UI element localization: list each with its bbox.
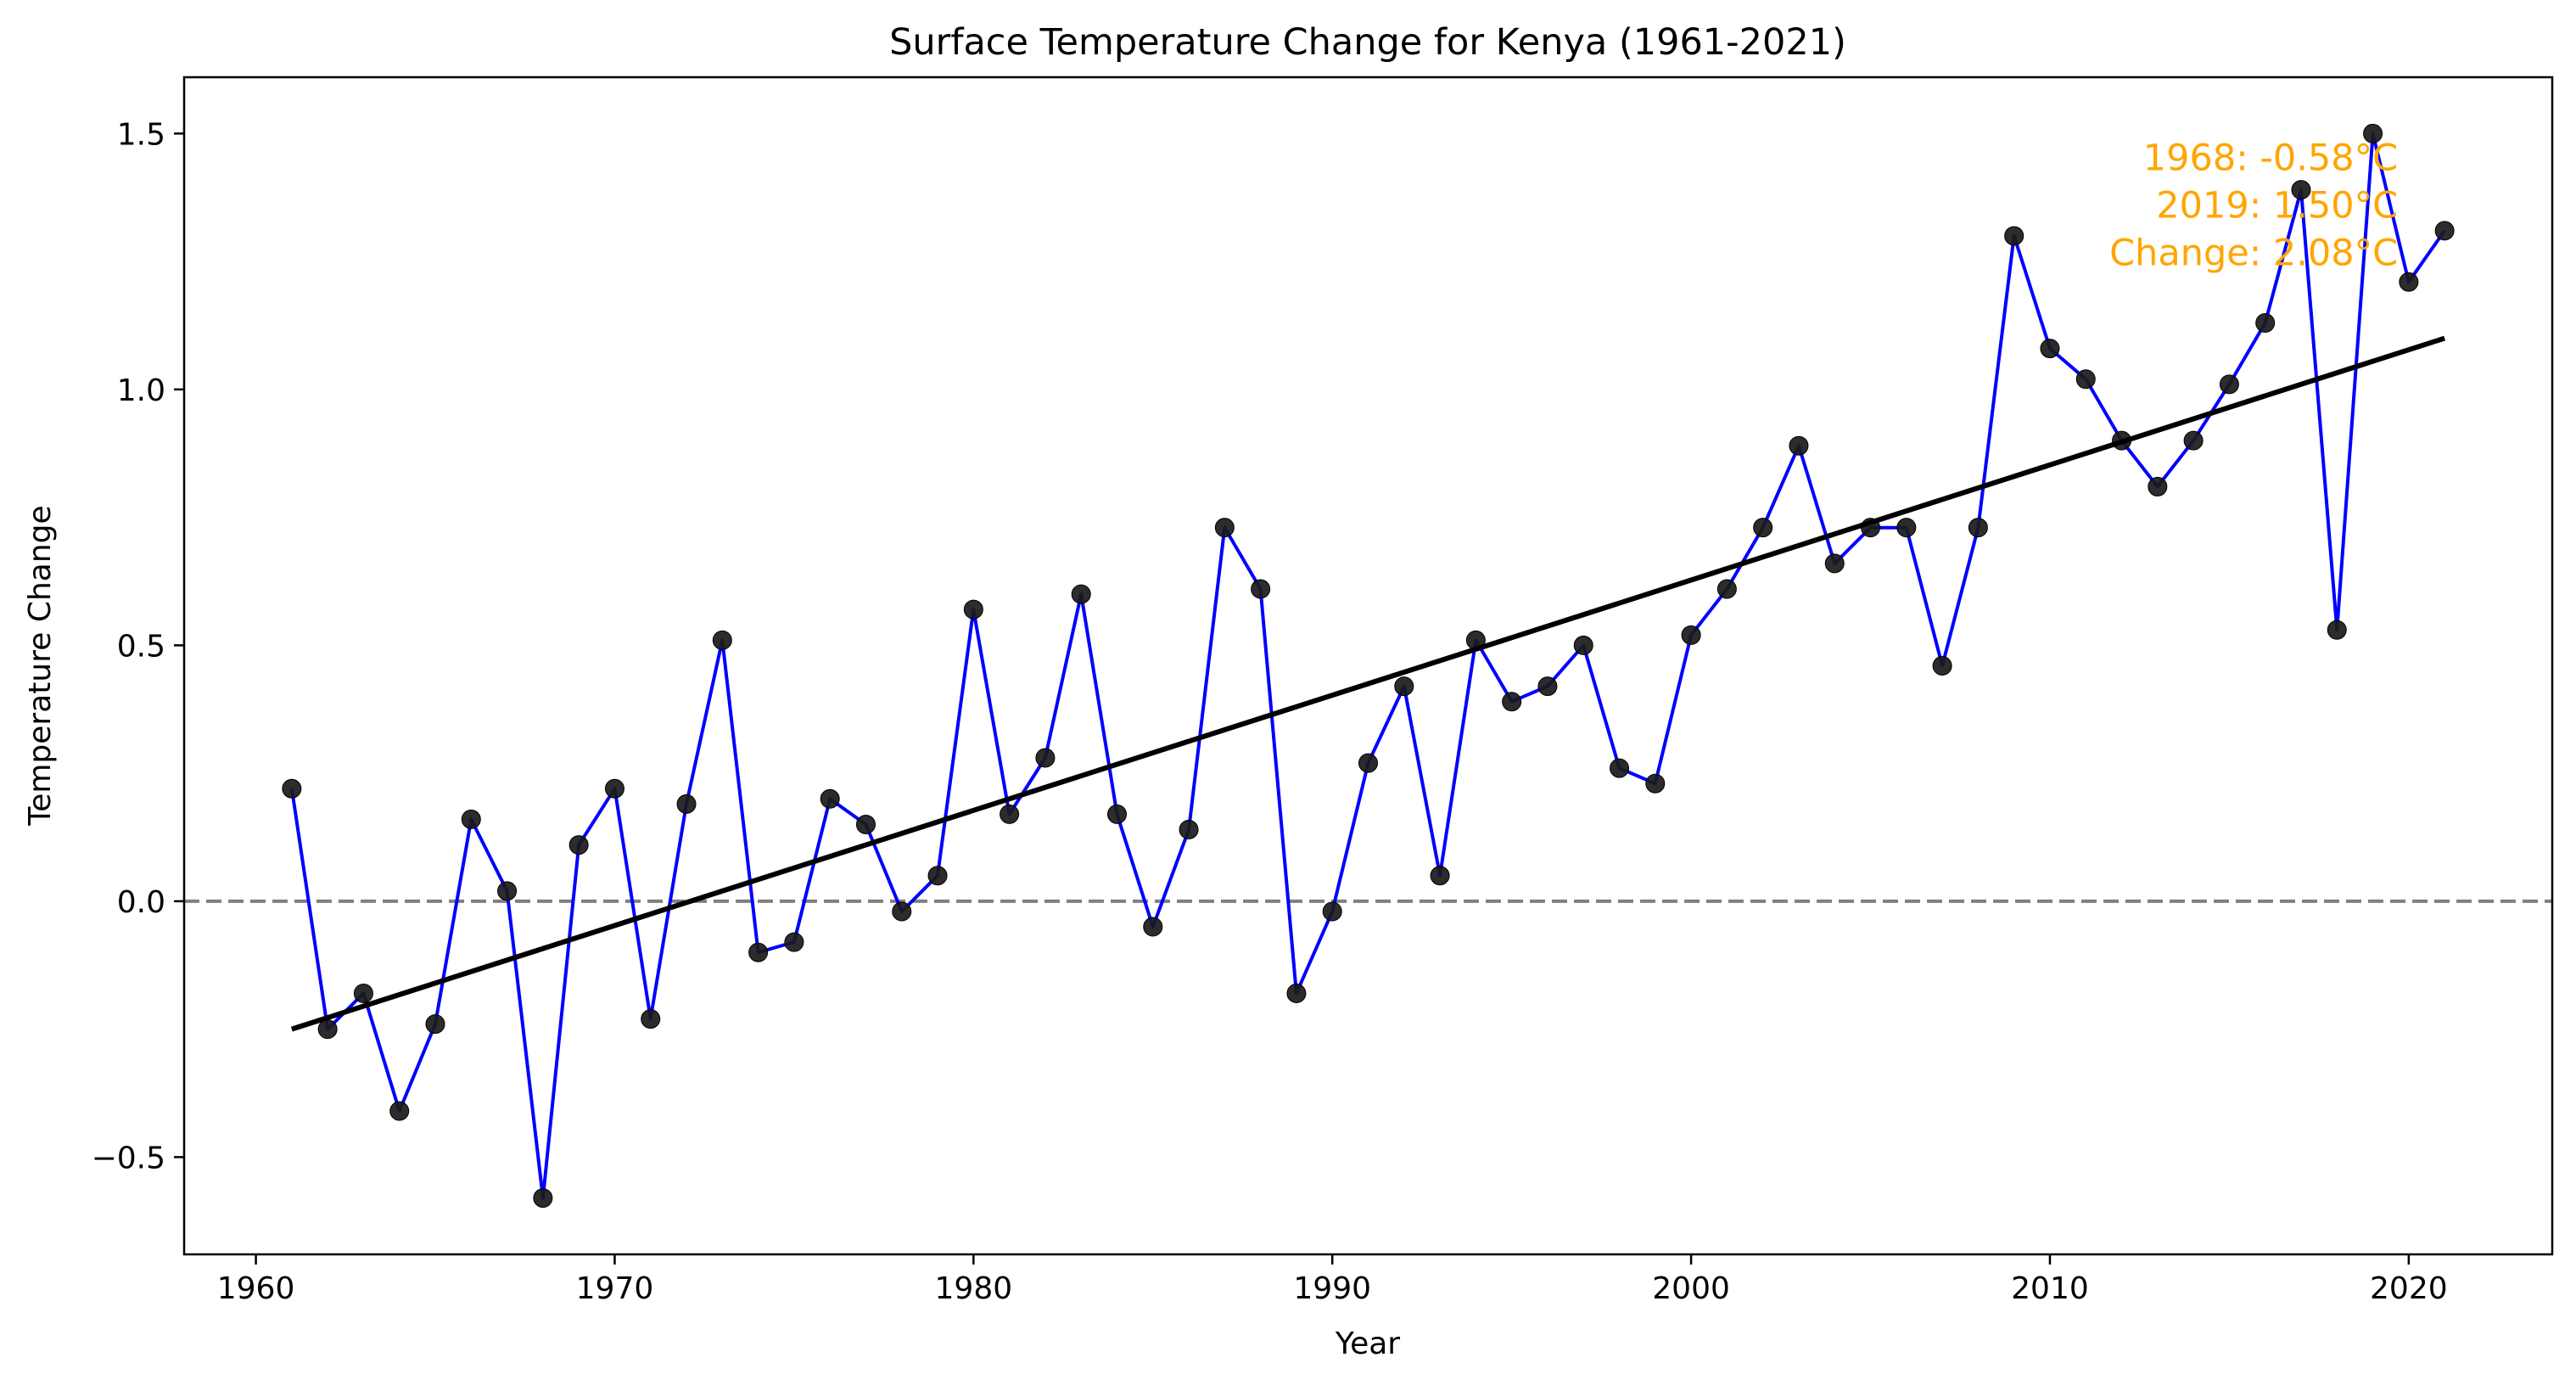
data-point <box>1824 553 1845 574</box>
data-point <box>892 901 912 922</box>
data-point <box>2363 123 2383 143</box>
data-point <box>1358 753 1378 773</box>
plot-area <box>184 123 2552 1209</box>
data-point <box>1214 518 1235 538</box>
data-point <box>820 788 840 809</box>
y-tick-label: −0.5 <box>92 1141 165 1175</box>
x-tick-label: 1960 <box>217 1271 295 1306</box>
data-point <box>1968 518 1988 538</box>
y-tick-label: 0.0 <box>117 885 165 920</box>
data-point <box>1179 819 1199 839</box>
data-point <box>963 599 983 620</box>
data-point <box>1645 773 1666 794</box>
data-point <box>1106 804 1127 824</box>
data-point <box>2004 226 2024 246</box>
x-axis-ticks: 1960 1970 1980 1990 2000 2010 2020 <box>217 1254 2448 1306</box>
data-point <box>1430 866 1450 886</box>
data-point <box>712 630 732 650</box>
x-tick-label: 1980 <box>935 1271 1013 1306</box>
data-point <box>784 932 804 952</box>
series-line <box>289 132 2446 1200</box>
data-point <box>2040 339 2060 359</box>
data-point <box>1394 676 1414 697</box>
x-tick-label: 1970 <box>576 1271 654 1306</box>
data-point <box>2399 272 2419 292</box>
trend-line <box>290 335 2446 1032</box>
data-point <box>1143 917 1163 937</box>
data-point <box>927 866 948 886</box>
y-axis-ticks: −0.5 0.0 0.5 1.0 1.5 <box>92 117 184 1175</box>
data-point <box>1932 656 1952 676</box>
annotation-line: Change: 2.08°C <box>2109 232 2398 274</box>
data-point <box>533 1188 553 1209</box>
data-point <box>317 1019 338 1040</box>
data-point <box>1789 435 1809 456</box>
data-point <box>2183 430 2204 451</box>
x-tick-label: 2000 <box>1652 1271 1730 1306</box>
data-point <box>2148 476 2168 496</box>
annotation: 1968: -0.58°C 2019: 1.50°C Change: 2.08°C <box>2109 137 2398 274</box>
data-point <box>1286 983 1307 1003</box>
data-point <box>1896 518 1917 538</box>
x-tick-label: 1990 <box>1293 1271 1371 1306</box>
data-point <box>2075 369 2096 390</box>
data-point <box>1681 625 1701 645</box>
annotation-line: 1968: -0.58°C <box>2143 137 2398 179</box>
data-point <box>353 983 373 1003</box>
data-point <box>2434 221 2455 241</box>
data-point <box>855 814 876 834</box>
data-point <box>1322 901 1342 922</box>
data-point <box>2327 620 2347 640</box>
data-point <box>497 881 518 901</box>
data-point <box>2219 374 2239 395</box>
data-point <box>1502 692 1522 712</box>
data-point <box>1753 518 1773 538</box>
data-point <box>282 778 302 799</box>
x-tick-label: 2010 <box>2011 1271 2089 1306</box>
y-tick-label: 1.5 <box>117 117 165 152</box>
data-point <box>2255 312 2276 333</box>
x-axis-title: Year <box>1335 1326 1400 1361</box>
data-point <box>389 1101 410 1121</box>
data-point <box>1610 758 1630 778</box>
annotation-line: 2019: 1.50°C <box>2156 184 2398 227</box>
y-tick-label: 0.5 <box>117 629 165 664</box>
data-point <box>568 835 589 855</box>
chart-title: Surface Temperature Change for Kenya (19… <box>889 21 1846 64</box>
data-point <box>1071 584 1091 604</box>
data-point <box>1000 804 1020 824</box>
data-point <box>461 809 481 829</box>
data-point <box>1573 635 1593 655</box>
data-point <box>641 1009 661 1029</box>
data-point <box>1035 748 1056 768</box>
plot-frame <box>182 76 2554 1256</box>
data-point <box>2291 180 2311 200</box>
data-point <box>676 794 697 814</box>
data-point <box>748 942 769 962</box>
data-point <box>1251 579 1271 599</box>
y-tick-label: 1.0 <box>117 373 165 408</box>
data-point <box>1716 579 1737 599</box>
data-point <box>604 778 624 799</box>
y-axis-title: Temperature Change <box>23 505 58 826</box>
data-point <box>425 1014 445 1035</box>
data-point <box>1537 676 1558 697</box>
x-tick-label: 2020 <box>2370 1271 2448 1306</box>
